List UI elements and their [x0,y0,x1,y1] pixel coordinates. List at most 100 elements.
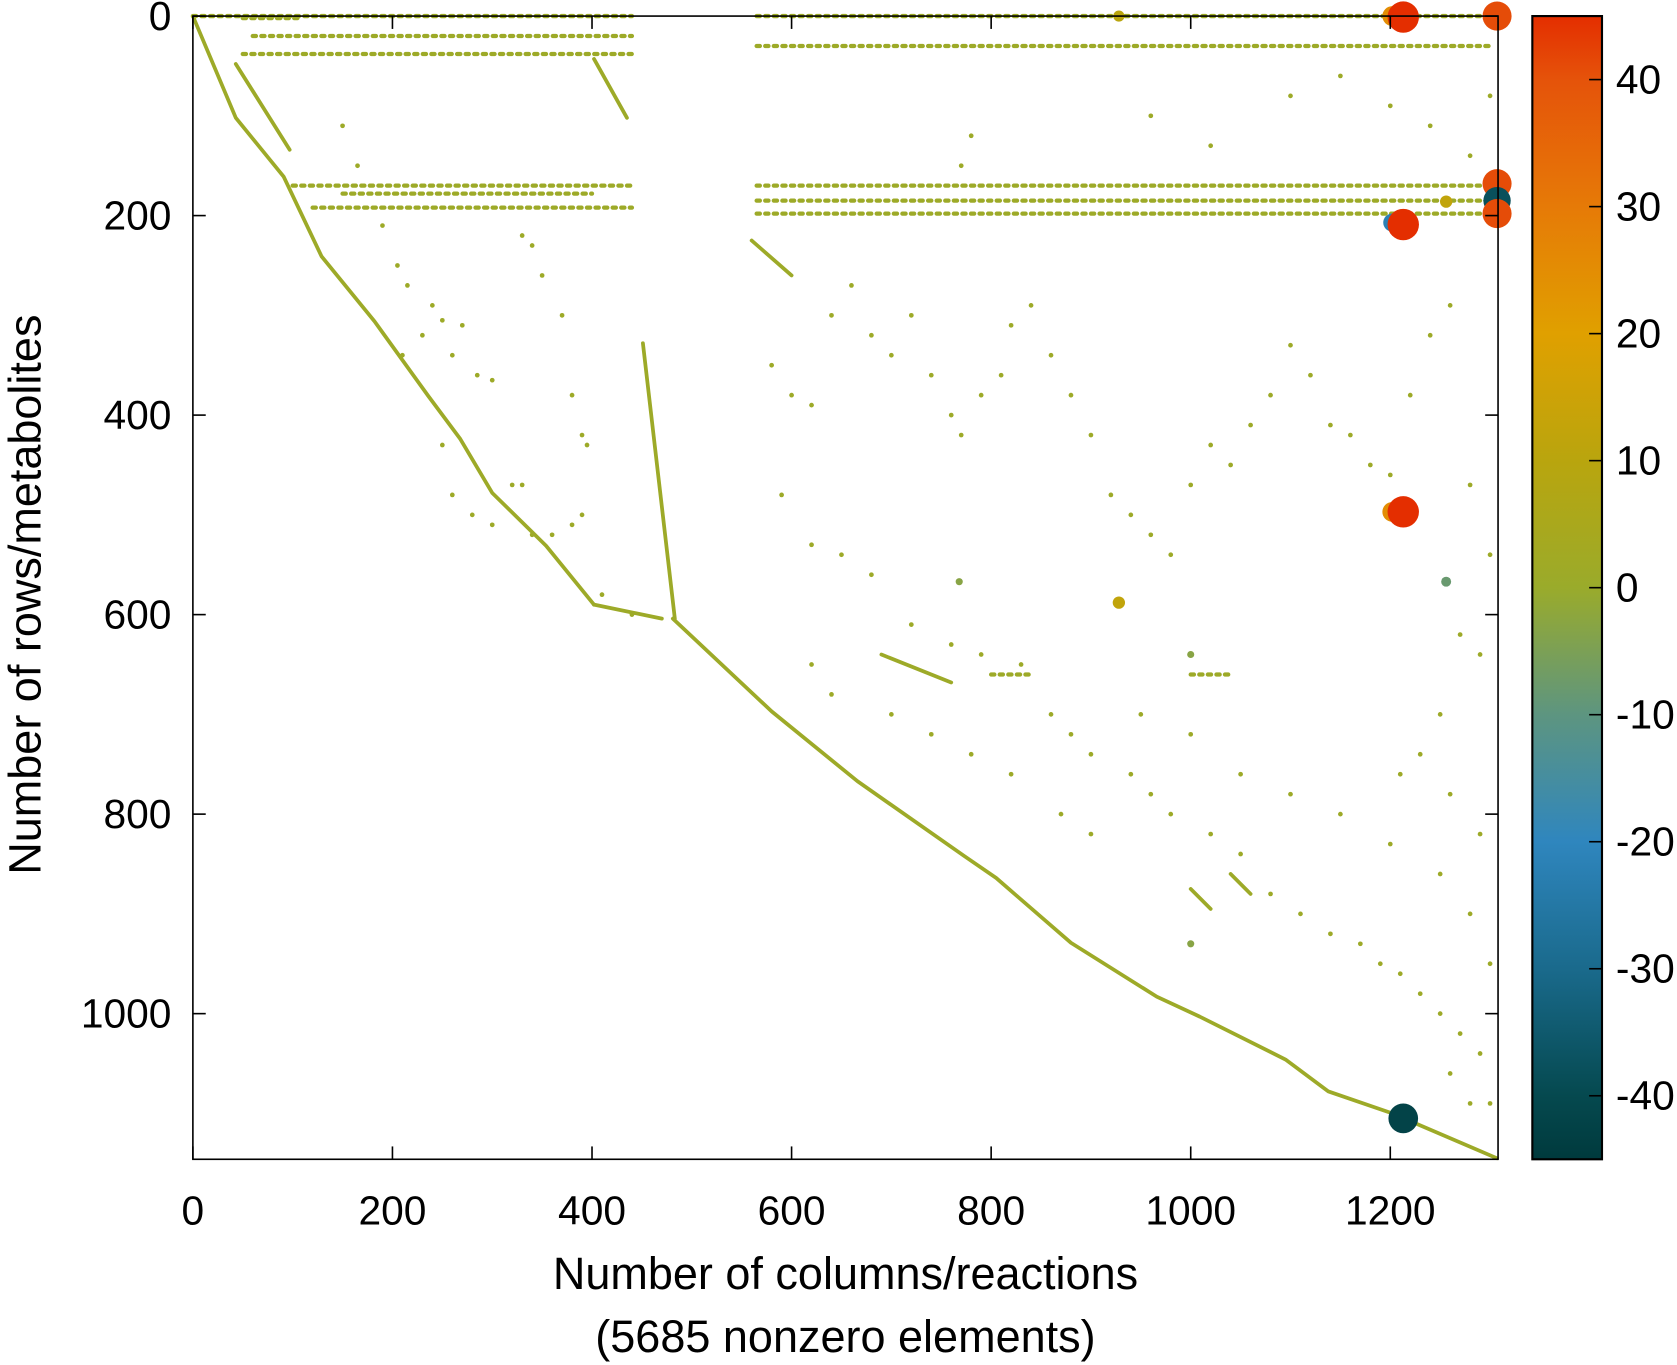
nonzero-point [1377,961,1383,967]
nonzero-point [1487,1101,1493,1106]
nonzero-point [1108,492,1114,498]
nonzero-point [1238,771,1243,777]
highlighted-point [1187,650,1195,659]
nonzero-point [549,532,555,538]
nonzero-point [1427,332,1433,338]
nonzero-point [789,392,794,398]
colorbar-tick-label: 40 [1616,57,1661,103]
highlighted-point [1187,940,1195,948]
nonzero-point [1048,352,1054,358]
nonzero-point [889,712,894,717]
nonzero-point [569,522,575,528]
nonzero-point [908,622,914,627]
diagonal-segment [641,341,677,621]
colorbar-tick-label: -40 [1616,1073,1675,1119]
nonzero-point [809,402,814,408]
x-axis: 0 200 400 600 800 1000 1200 [182,16,1436,1234]
nonzero-point [1357,941,1363,947]
nonzero-point [1447,791,1453,797]
nonzero-point [1148,791,1154,797]
nonzero-point [889,352,894,358]
nonzero-point [1148,532,1154,538]
nonzero-point [1387,841,1393,847]
nonzero-point [869,572,874,578]
y-axis-title: Number of rows/metabolites [0,315,51,875]
nonzero-point [1138,712,1144,717]
nonzero-point [809,662,814,667]
nonzero-point [519,482,525,488]
x-tick-label: 400 [558,1188,626,1234]
nonzero-point [1487,93,1493,99]
nonzero-point [1088,831,1094,837]
colorbar-tick-label: -20 [1616,819,1675,865]
colorbar-tick-label: 10 [1616,438,1661,484]
highlighted-point [955,578,963,586]
nonzero-point [1018,662,1024,667]
x-tick-label: 200 [358,1188,426,1234]
nonzero-point [1008,322,1014,328]
nonzero-point [1208,442,1214,448]
nonzero-point [1467,911,1473,917]
nonzero-point [829,312,834,318]
nonzero-point [1068,731,1074,737]
nonzero-point [395,263,400,268]
nonzero-point [599,592,605,598]
nonzero-point [1387,103,1393,109]
nonzero-point [1288,791,1293,797]
nonzero-point [1407,392,1413,398]
nonzero-point [474,372,480,378]
nonzero-point [1338,73,1343,79]
nonzero-point [449,492,455,498]
nonzero-point [539,273,545,278]
diagonal-segment [749,238,794,278]
nonzero-point [355,163,360,169]
y-tick-label: 600 [104,592,172,638]
nonzero-point [469,512,475,518]
nonzero-point [849,283,854,288]
highlighted-point [1387,208,1419,241]
colorbar-tick-label: -10 [1616,692,1675,738]
nonzero-point [529,532,535,538]
nonzero-point [1288,93,1293,99]
nonzero-point [1068,392,1074,398]
diagonal-segment [879,652,954,685]
plot-frame [192,15,1499,1161]
nonzero-point [1477,831,1483,837]
nonzero-point [1168,552,1174,558]
nonzero-point [1168,811,1174,817]
y-tick-label: 0 [149,0,172,39]
nonzero-point [1128,512,1134,518]
nonzero-point [380,223,385,228]
nonzero-point [1148,113,1154,119]
nonzero-point [1467,1101,1473,1106]
highlighted-point [1112,596,1126,609]
nonzero-point [1188,482,1194,488]
highlighted-point [1387,496,1419,528]
highlighted-point [1388,1103,1419,1134]
nonzero-point [430,303,435,308]
nonzero-point [439,442,445,448]
x-tick-label: 0 [182,1188,205,1234]
nonzero-point [1188,731,1194,737]
nonzero-point [405,283,410,288]
nonzero-point [459,322,465,328]
plot-marks [190,1,1512,1161]
x-tick-label: 1000 [1145,1188,1236,1234]
nonzero-point [1487,961,1493,967]
colorbar-ticks: 40 30 20 10 0 -10 -20 -30 -40 [1589,57,1675,1119]
nonzero-point [1467,153,1473,159]
nonzero-point [1447,303,1453,308]
nonzero-point [978,652,984,657]
nonzero-point [629,612,635,617]
highlighted-point [1482,199,1512,229]
colorbar-tick-label: 20 [1616,311,1661,357]
colorbar-tick-label: 0 [1616,565,1639,611]
nonzero-point [1208,143,1214,149]
nonzero-point [1477,1051,1483,1056]
x-axis-subtitle: (5685 nonzero elements) [595,1311,1095,1362]
nonzero-point [829,692,834,697]
y-tick-label: 400 [104,392,172,438]
nonzero-point [1457,632,1463,637]
nonzero-point [1367,462,1373,468]
nonzero-point [449,352,455,358]
